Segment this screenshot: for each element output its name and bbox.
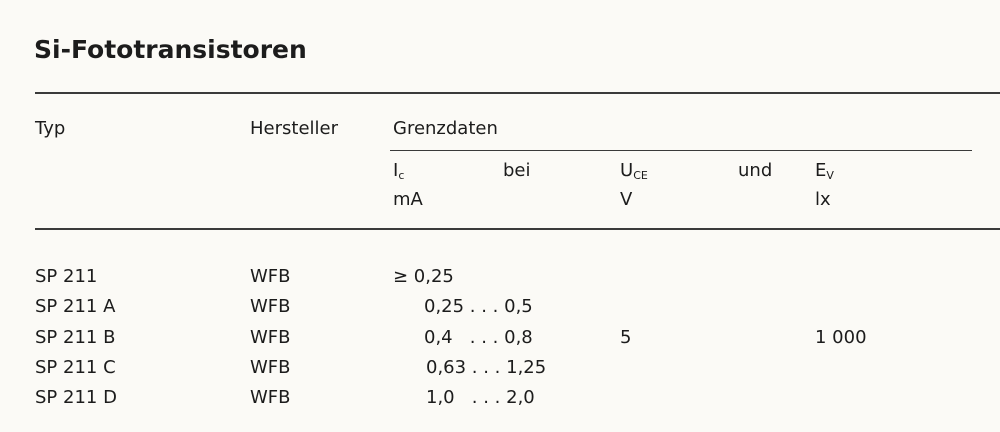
cell-uce: 5 [620, 327, 632, 348]
cell-hersteller: WFB [250, 387, 291, 408]
cell-ic: 0,25 . . . 0,5 [424, 296, 533, 317]
header-ev: EV [815, 160, 834, 182]
cell-hersteller: WFB [250, 357, 291, 378]
divider [390, 150, 972, 151]
unit-uce: V [620, 189, 633, 210]
header-hersteller: Hersteller [250, 118, 338, 139]
cell-ic: 0,4 . . . 0,8 [424, 327, 533, 348]
cell-typ: SP 211 A [35, 296, 116, 317]
cell-typ: SP 211 B [35, 327, 116, 348]
cell-ev: 1 000 [815, 327, 867, 348]
page-title: Si-Fototransistoren [34, 35, 307, 64]
header-ic: Ic [393, 160, 405, 182]
unit-ev: lx [815, 189, 831, 210]
header-uce: UCE [620, 160, 648, 182]
cell-hersteller: WFB [250, 266, 291, 287]
cell-ic: 0,63 . . . 1,25 [426, 357, 547, 378]
cell-typ: SP 211 C [35, 357, 116, 378]
header-grenzdaten: Grenzdaten [393, 118, 498, 139]
cell-hersteller: WFB [250, 296, 291, 317]
header-bei: bei [503, 160, 531, 181]
cell-ic: ≥ 0,25 [393, 266, 454, 287]
header-typ: Typ [35, 118, 66, 139]
divider [35, 228, 1000, 230]
cell-ic: 1,0 . . . 2,0 [426, 387, 535, 408]
divider [35, 92, 1000, 94]
header-und: und [738, 160, 773, 181]
cell-typ: SP 211 D [35, 387, 117, 408]
cell-typ: SP 211 [35, 266, 98, 287]
cell-hersteller: WFB [250, 327, 291, 348]
unit-ic: mA [393, 189, 423, 210]
